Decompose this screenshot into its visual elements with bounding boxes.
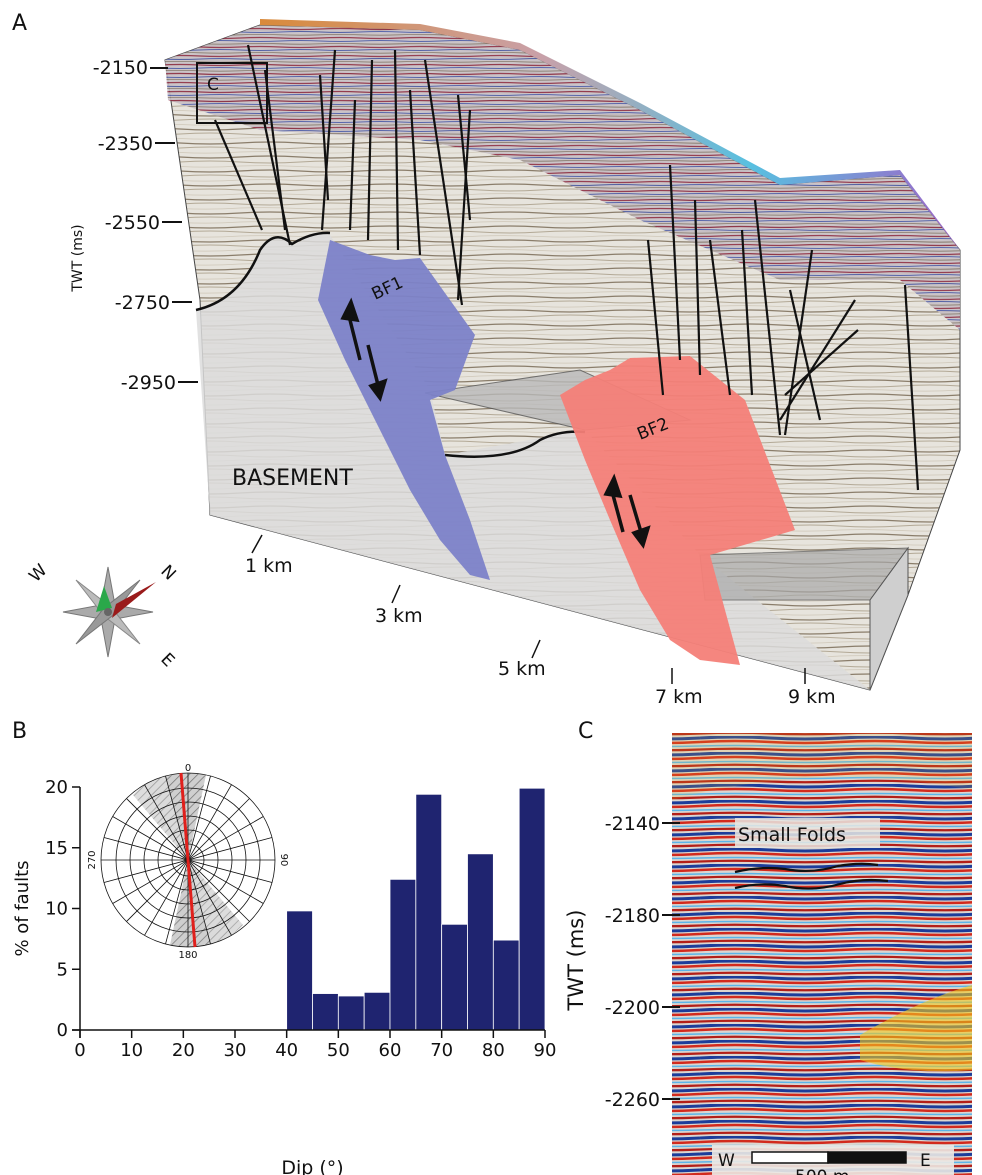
c-y-tick: -2140 (605, 813, 660, 835)
annotation-bg (735, 818, 880, 848)
histogram-bar (363, 991, 391, 1031)
histogram-bar (337, 995, 365, 1031)
compass-e: E (156, 649, 178, 671)
dip-histogram: 0 10 20 30 40 50 60 70 80 90 0 5 10 15 20 Dip (°) % of f… (12, 777, 556, 1175)
rose-label-270: 270 (87, 850, 98, 869)
x-tick-label: 50 (327, 1040, 350, 1061)
distance-label: 7 km (655, 686, 703, 708)
x-tick-label: 20 (172, 1040, 195, 1061)
slip-arrows (340, 297, 651, 549)
basement-label: BASEMENT (232, 466, 353, 491)
compass-icon (62, 566, 156, 658)
a-y-tick: -2150 (93, 57, 148, 79)
basement-horizon (195, 231, 331, 312)
panel-c-letter: C (578, 719, 593, 744)
scale-label: 500 m (795, 1167, 849, 1175)
panel-a-y-axis (150, 67, 198, 383)
scale-bar-black (827, 1151, 907, 1164)
x-tick-label: 60 (379, 1040, 402, 1061)
x-tick-label: 40 (275, 1040, 298, 1061)
panel-b-letter: B (12, 719, 27, 744)
histogram-bar (389, 878, 417, 1031)
compass-n: N (156, 561, 179, 584)
y-axis-label: % of faults (12, 860, 33, 956)
a-y-tick: -2950 (121, 372, 176, 394)
seismic-section-c (672, 733, 972, 1175)
fault-bf1 (318, 240, 490, 580)
c-y-tick: -2200 (605, 997, 660, 1019)
histogram-bar (441, 923, 468, 1031)
panel-a: A BF1 BF2 (12, 11, 961, 708)
rose-label-90: 90 (278, 854, 289, 867)
c-y-tick: -2260 (605, 1089, 660, 1111)
fault-bf2 (560, 356, 795, 665)
histogram-bar (415, 793, 443, 1031)
basement-horizon-2 (444, 430, 586, 458)
panel-c: C Small Folds -2140 -2180 -2200 -2260 TW… (564, 719, 972, 1175)
a-y-tick: -2550 (105, 212, 160, 234)
distance-label: 9 km (788, 686, 836, 708)
a-y-tick: -2750 (115, 292, 170, 314)
panel-c-y-axis (662, 822, 680, 1100)
x-tick-label: 70 (430, 1040, 453, 1061)
c-y-axis-label: TWT (ms) (564, 910, 588, 1012)
x-tick-label: 90 (534, 1040, 557, 1061)
fold-line-1 (734, 862, 879, 874)
c-y-tick: -2180 (605, 905, 660, 927)
right-side-face (869, 546, 909, 691)
y-tick-label: 15 (45, 838, 68, 859)
distance-label: 1 km (245, 555, 293, 577)
panel-a-letter: A (12, 11, 27, 36)
inset-box-c (196, 62, 268, 124)
a-y-tick: -2350 (98, 133, 153, 155)
a-y-axis-label: TWT (ms) (70, 224, 86, 292)
distance-label: 3 km (375, 605, 423, 627)
small-folds-label: Small Folds (738, 824, 846, 846)
scale-bar-white (751, 1151, 829, 1164)
inset-box-c-label: C (207, 75, 219, 95)
y-tick-label: 0 (57, 1020, 68, 1041)
histogram-bar (467, 853, 494, 1031)
histogram-bar (492, 939, 520, 1031)
rose-label-0: 0 (185, 763, 191, 774)
panel-b: B 0 10 20 30 40 50 60 70 80 90 0 5 10 15 20 Dip (°) % of… (12, 719, 556, 1175)
x-tick-label: 80 (482, 1040, 505, 1061)
bright-wedge-c (860, 985, 972, 1072)
x-axis-label: Dip (°) (281, 1157, 343, 1175)
y-tick-label: 5 (57, 959, 68, 980)
x-tick-label: 30 (224, 1040, 247, 1061)
scale-e: E (920, 1151, 931, 1171)
histogram-bar (518, 787, 546, 1031)
y-tick-label: 20 (45, 777, 68, 798)
distance-ticks (251, 534, 806, 684)
rose-diagram: 0 90 180 270 (87, 763, 289, 961)
fault-lines (213, 44, 920, 491)
distance-label: 5 km (498, 658, 546, 680)
x-tick-label: 0 (74, 1040, 85, 1061)
histogram-bar (312, 993, 339, 1031)
rose-label-180: 180 (178, 950, 197, 961)
x-tick-label: 10 (120, 1040, 143, 1061)
histogram-bar (286, 910, 313, 1031)
fold-line-2 (734, 878, 889, 890)
y-tick-label: 10 (45, 899, 68, 920)
compass-w: W (25, 560, 51, 586)
scale-w: W (718, 1151, 735, 1171)
seismic-overlay-c (672, 733, 972, 800)
